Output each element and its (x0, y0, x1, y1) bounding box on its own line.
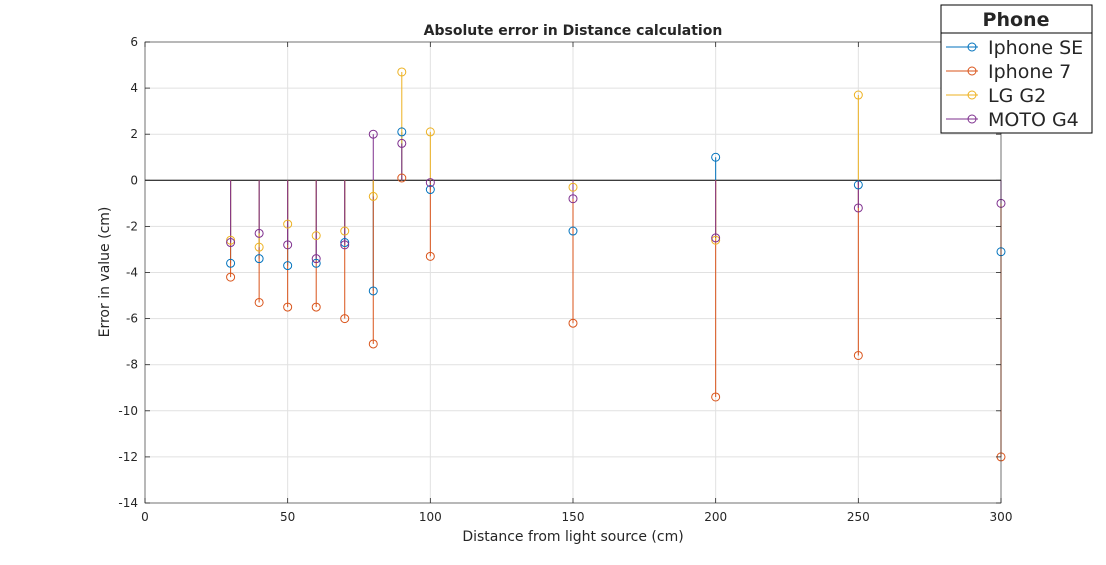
data-point (368, 339, 378, 349)
data-point (368, 191, 378, 201)
data-point (425, 178, 435, 188)
data-point (340, 226, 350, 236)
legend-marker (967, 114, 977, 124)
data-point (340, 314, 350, 324)
data-point (397, 173, 407, 183)
data-point (853, 350, 863, 360)
data-point (397, 127, 407, 137)
data-point (340, 240, 350, 250)
data-point (397, 138, 407, 148)
y-tick-label: -12 (118, 450, 138, 464)
y-tick-label: -8 (126, 358, 138, 372)
x-tick-label: 0 (141, 510, 149, 524)
legend-marker (967, 42, 977, 52)
data-point (368, 129, 378, 139)
data-point (711, 235, 721, 245)
data-point (311, 254, 321, 264)
x-tick-label: 200 (704, 510, 727, 524)
x-axis-label: Distance from light source (cm) (462, 529, 683, 545)
y-tick-label: 2 (130, 127, 138, 141)
legend-title: Phone (983, 9, 1050, 31)
data-point (853, 180, 863, 190)
y-tick-label: 4 (130, 81, 138, 95)
legend-marker (967, 90, 977, 100)
legend-box (940, 4, 1093, 134)
data-point (425, 251, 435, 261)
legend-label: LG G2 (988, 85, 1046, 107)
y-tick-label: -10 (118, 404, 138, 418)
data-point (226, 258, 236, 268)
x-tick-label: 300 (990, 510, 1013, 524)
legend-marker (967, 66, 977, 76)
chart-title: Absolute error in Distance calculation (424, 23, 723, 39)
data-point (283, 261, 293, 271)
data-point (254, 297, 264, 307)
y-tick-label: -4 (126, 266, 138, 280)
data-point (311, 231, 321, 241)
data-point (568, 318, 578, 328)
data-point (368, 286, 378, 296)
data-point (425, 127, 435, 137)
data-point (711, 152, 721, 162)
data-point (568, 194, 578, 204)
data-point (283, 240, 293, 250)
data-point (254, 242, 264, 252)
x-tick-label: 50 (280, 510, 295, 524)
data-point (397, 67, 407, 77)
y-tick-label: -6 (126, 312, 138, 326)
x-tick-label: 250 (847, 510, 870, 524)
axis-ticks: 0 50 100 150 200 250 300 -14 -12 -10 -8 -6 -4 -2 0 2 4 6 (118, 35, 1012, 524)
data-point (568, 182, 578, 192)
data-point (853, 90, 863, 100)
x-tick-label: 150 (562, 510, 585, 524)
data-point (311, 258, 321, 268)
y-tick-label: -14 (118, 496, 138, 510)
legend-label: Iphone 7 (988, 61, 1071, 83)
y-axis-label: Error in value (cm) (97, 207, 113, 338)
data-point (254, 254, 264, 264)
data-point (340, 238, 350, 248)
data-point (711, 392, 721, 402)
data-point (425, 185, 435, 195)
data-point (226, 238, 236, 248)
data-point (226, 235, 236, 245)
data-point (711, 233, 721, 243)
y-tick-label: 0 (130, 173, 138, 187)
y-tick-label: 6 (130, 35, 138, 49)
x-tick-label: 100 (419, 510, 442, 524)
legend-label: MOTO G4 (988, 109, 1079, 131)
data-point (254, 228, 264, 238)
data-point (283, 302, 293, 312)
legend-label: Iphone SE (988, 37, 1083, 59)
data-point (568, 226, 578, 236)
data-point (311, 302, 321, 312)
data-point (283, 219, 293, 229)
y-tick-label: -2 (126, 219, 138, 233)
data-point (853, 203, 863, 213)
data-point (226, 272, 236, 282)
